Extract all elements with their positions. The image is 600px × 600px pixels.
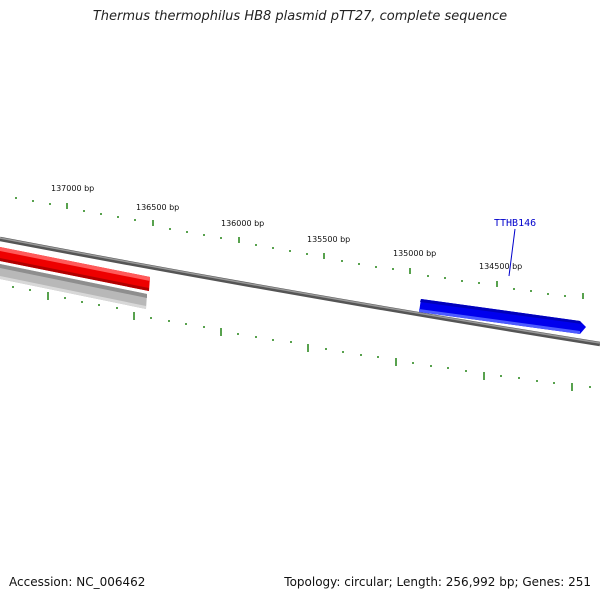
tick-label-137000: 137000 bp — [51, 184, 94, 193]
grey-feature[interactable] — [0, 264, 147, 309]
map-title: Thermus thermophilus HB8 plasmid pTT27, … — [92, 9, 508, 24]
accession-text: Accession: NC_006462 — [9, 575, 146, 589]
tick-label-136000: 136000 bp — [221, 219, 264, 228]
inner-tick-ring — [12, 286, 591, 391]
summary-text: Topology: circular; Length: 256,992 bp; … — [284, 575, 591, 589]
tick-label-136500: 136500 bp — [136, 203, 179, 212]
gene-tthb146[interactable] — [419, 299, 586, 334]
forward-gene-feature[interactable] — [0, 247, 150, 291]
outer-tick-ring — [15, 197, 584, 299]
gene-label-tthb146[interactable]: TTHB146 — [494, 218, 536, 229]
tick-label-135500: 135500 bp — [307, 235, 350, 244]
gene-label-leader — [508, 228, 516, 277]
tick-label-135000: 135000 bp — [393, 249, 436, 258]
tick-label-134500: 134500 bp — [479, 262, 522, 271]
plasmid-backbone — [0, 236, 600, 347]
